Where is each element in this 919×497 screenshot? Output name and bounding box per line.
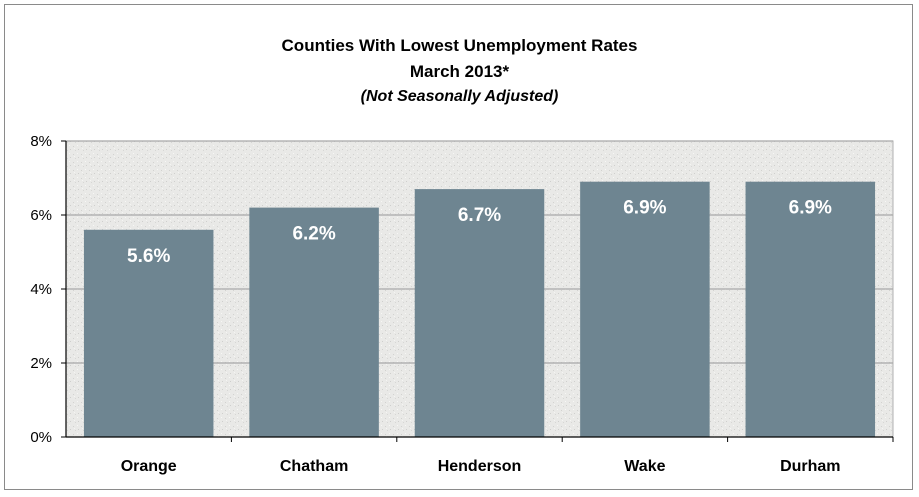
bar — [745, 181, 876, 437]
chart-title: Counties With Lowest Unemployment Rates — [281, 36, 638, 55]
x-category-label: Chatham — [280, 458, 348, 475]
chart-note: (Not Seasonally Adjusted) — [360, 88, 559, 105]
y-tick-label: 4% — [30, 281, 52, 298]
data-label: 5.6% — [127, 246, 170, 267]
y-tick-label: 8% — [30, 133, 52, 150]
y-tick-label: 2% — [30, 355, 52, 372]
y-tick-label: 0% — [30, 429, 52, 446]
data-label: 6.7% — [458, 205, 501, 226]
data-label: 6.9% — [789, 198, 832, 219]
data-label: 6.2% — [292, 224, 335, 245]
bar — [414, 189, 545, 437]
data-label: 6.9% — [623, 198, 666, 219]
x-category-label: Henderson — [438, 458, 522, 475]
x-category-label: Orange — [121, 458, 177, 475]
bar — [83, 229, 214, 437]
x-category-label: Wake — [624, 458, 665, 475]
labels: 0% 2% 4% 6% 8% 5.6% Orange 6.2% Chatham 6.7% Hende… — [30, 133, 840, 475]
x-category-label: Durham — [780, 458, 840, 475]
y-tick-label: 6% — [30, 207, 52, 224]
chart-subtitle: March 2013* — [409, 62, 510, 81]
bars — [83, 181, 876, 437]
axes — [65, 141, 893, 438]
bar — [249, 207, 379, 437]
bar — [580, 181, 710, 437]
